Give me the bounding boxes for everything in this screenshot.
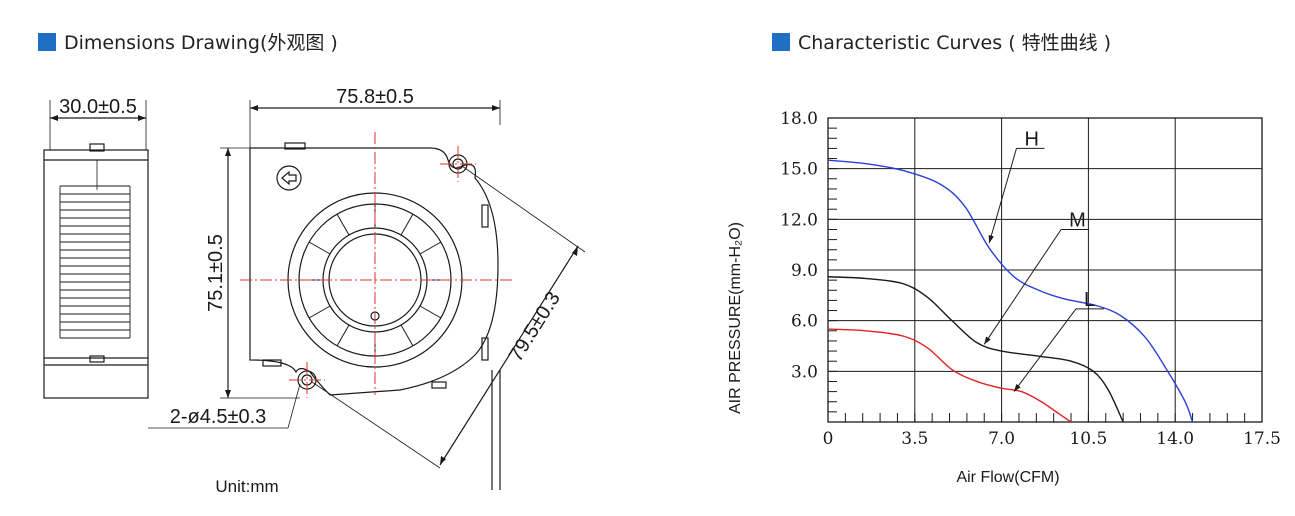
x-tick-label: 3.5 bbox=[901, 429, 928, 449]
x-tick-label: 0 bbox=[823, 429, 834, 449]
dimensions-heading: Dimensions Drawing(外观图 ) bbox=[38, 28, 338, 55]
y-tick-label: 3.0 bbox=[791, 362, 818, 382]
curves-heading: Characteristic Curves ( 特性曲线 ) bbox=[772, 28, 1111, 55]
blue-square-icon bbox=[38, 32, 56, 51]
series-label-h: H bbox=[1024, 128, 1038, 150]
series-line-m bbox=[827, 276, 1124, 423]
series-label-m: M bbox=[1069, 209, 1086, 231]
series-label-l: L bbox=[1084, 289, 1095, 311]
curves-title: Characteristic Curves ( 特性曲线 ) bbox=[798, 32, 1112, 54]
x-tick-label: 10.5 bbox=[1069, 429, 1107, 449]
y-tick-label: 18.0 bbox=[780, 109, 818, 129]
y-tick-label: 12.0 bbox=[780, 210, 818, 230]
y-tick-label: 9.0 bbox=[791, 261, 818, 281]
leader-arrow bbox=[988, 234, 994, 243]
blue-square-icon bbox=[772, 32, 790, 51]
x-axis-label: Air Flow(CFM) bbox=[956, 469, 1059, 486]
chart-ticks bbox=[828, 127, 1263, 422]
series-line-l bbox=[827, 328, 1072, 423]
center-lines bbox=[240, 132, 512, 398]
leader-line bbox=[983, 229, 1062, 345]
side-fins bbox=[59, 185, 131, 339]
leader-line bbox=[988, 148, 1017, 244]
side-body bbox=[43, 149, 149, 399]
x-tick-label: 7.0 bbox=[988, 429, 1015, 449]
rotation-arrow-icon bbox=[276, 165, 302, 191]
y-axis-label: AIR PRESSURE(mm-H₂O) bbox=[727, 222, 744, 414]
width-label: 75.8±0.5 bbox=[336, 86, 414, 108]
dimensions-drawing: 30.0±0.5 75.8±0.5 75.1±0.5 79.5±0.3 2-ø4… bbox=[43, 86, 586, 496]
diagonal-label: 79.5±0.3 bbox=[505, 288, 565, 366]
leader-arrow bbox=[1014, 383, 1021, 392]
x-tick-label: 17.5 bbox=[1243, 429, 1280, 449]
blower-housing bbox=[249, 147, 499, 396]
leader-line bbox=[1013, 308, 1077, 392]
series-line-h bbox=[827, 159, 1194, 423]
holes-label: 2-ø4.5±0.3 bbox=[170, 406, 267, 428]
side-view bbox=[43, 100, 149, 399]
chart-series bbox=[827, 159, 1194, 423]
chart-grid bbox=[827, 117, 1263, 423]
y-tick-label: 6.0 bbox=[791, 312, 818, 332]
x-tick-label: 14.0 bbox=[1156, 429, 1194, 449]
dimensions-title: Dimensions Drawing(外观图 ) bbox=[64, 32, 338, 54]
leader-arrow bbox=[984, 336, 991, 345]
characteristic-chart: 0 3.5 7.0 10.5 14.0 17.5 3.0 6.0 9.0 12.0 15.0 18.0… bbox=[727, 109, 1280, 486]
chart-labels: 0 3.5 7.0 10.5 14.0 17.5 3.0 6.0 9.0 12.0 15.0 18.0… bbox=[780, 109, 1280, 449]
unit-label: Unit:mm bbox=[215, 477, 278, 496]
thickness-label: 30.0±0.5 bbox=[59, 96, 137, 118]
y-tick-label: 15.0 bbox=[780, 160, 818, 180]
height-label: 75.1±0.5 bbox=[205, 234, 227, 312]
